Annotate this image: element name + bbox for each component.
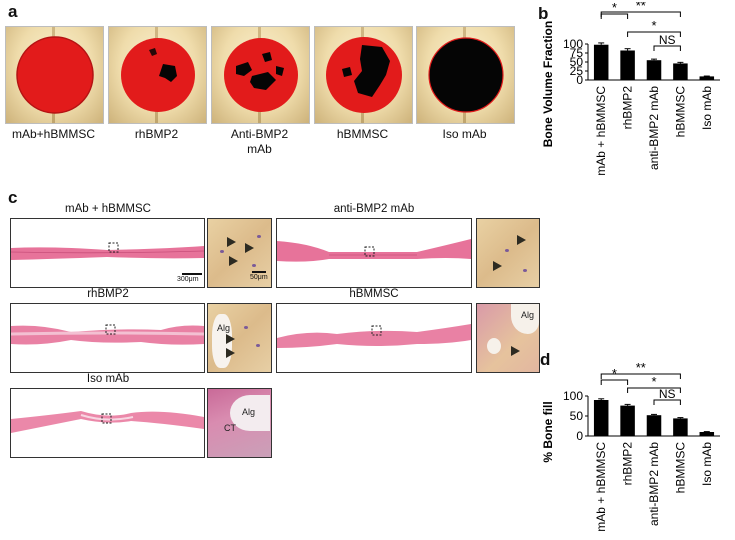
- label-anti-bmp2-mab: Anti-BMP2 mAb: [230, 127, 289, 156]
- x-tick-label: Iso mAb: [700, 86, 714, 130]
- significance-bracket: [600, 11, 681, 17]
- x-tick-label: anti-BMP2 mAb: [647, 442, 661, 526]
- microct-image-mab-hbmmsc: [5, 26, 104, 124]
- arrow-icon: [226, 334, 235, 344]
- x-tick-label: hBMMSC: [673, 86, 687, 138]
- bar: [646, 415, 662, 436]
- histology-inset-anti-bmp2-mab: [476, 218, 540, 288]
- defect-hbmmsc: [325, 37, 402, 113]
- significance-label: NS: [659, 33, 676, 47]
- scale-bar-inset-label: 50μm: [250, 274, 268, 281]
- bar: [699, 76, 715, 80]
- y-tick-label: 25: [570, 64, 584, 78]
- y-tick-label: 100: [563, 389, 583, 403]
- y-tick-label: 0: [576, 429, 583, 443]
- significance-label: **: [636, 2, 646, 13]
- bar: [593, 400, 609, 436]
- bar: [699, 432, 715, 436]
- c-title-iso-mab: Iso mAb: [86, 373, 130, 385]
- x-tick-label: rhBMP2: [621, 442, 635, 486]
- significance-bracket: [600, 379, 629, 385]
- panel-letter-c: c: [8, 188, 18, 207]
- label-iso-mab: Iso mAb: [442, 127, 487, 141]
- defect-rhbmp2: [120, 38, 195, 112]
- alg-label-rhbmp2: Alg: [217, 323, 231, 333]
- histology-inset-mab-hbmmsc: 50μm: [207, 218, 272, 288]
- significance-label: **: [636, 360, 646, 375]
- significance-bracket: [653, 45, 681, 51]
- x-tick-label: mAb + hBMMSC: [594, 86, 608, 176]
- y-axis-label: Bone Volume Fraction: [541, 21, 555, 147]
- x-tick-label: mAb + hBMMSC: [594, 442, 608, 532]
- arrow-icon: [226, 348, 235, 358]
- defect-anti-bmp2-mab: [223, 38, 298, 112]
- bar: [620, 50, 635, 80]
- histology-inset-hbmmsc: Alg: [476, 303, 540, 373]
- significance-label: NS: [659, 387, 676, 401]
- y-axis-label: % Bone fill: [541, 401, 555, 462]
- significance-bracket: [627, 387, 681, 393]
- significance-label: *: [651, 374, 656, 389]
- arrow-icon: [511, 346, 520, 356]
- c-title-mab-hbmmsc: mAb + hBMMSC: [65, 203, 151, 215]
- histology-section-hbmmsc: [276, 303, 472, 373]
- c-title-rhbmp2: rhBMP2: [87, 288, 129, 300]
- histology-inset-rhbmp2: Alg: [207, 303, 272, 373]
- panel-letter-a: a: [8, 2, 18, 21]
- bar: [646, 60, 662, 80]
- y-tick-label: 50: [570, 409, 584, 423]
- arrow-icon: [493, 261, 502, 271]
- significance-bracket: [653, 399, 681, 405]
- microct-image-hbmmsc: [314, 26, 413, 124]
- histology-inset-iso-mab: Alg CT: [207, 388, 272, 458]
- microct-image-rhbmp2: [108, 26, 207, 124]
- x-tick-label: Iso mAb: [700, 442, 714, 486]
- microct-image-iso-mab: [416, 26, 515, 124]
- alg-label-iso-mab: Alg: [242, 407, 256, 417]
- panel-letter-b: b: [538, 4, 549, 23]
- defect-mab-hbmmsc: [15, 36, 94, 114]
- alg-label-hbmmsc: Alg: [521, 310, 535, 320]
- significance-label: *: [651, 18, 656, 33]
- scale-bar-main-label: 300μm: [177, 276, 199, 283]
- bar: [673, 418, 688, 436]
- bar: [673, 63, 688, 80]
- y-tick-label: 0: [576, 73, 583, 87]
- x-tick-label: anti-BMP2 mAb: [647, 86, 661, 170]
- histology-section-mab-hbmmsc: 300μm: [10, 218, 205, 288]
- y-tick-label: 75: [570, 46, 584, 60]
- histology-section-rhbmp2: [10, 303, 205, 373]
- significance-bracket: [600, 373, 681, 379]
- x-tick-label: hBMMSC: [673, 442, 687, 494]
- x-tick-label: rhBMP2: [621, 86, 635, 130]
- ct-label-iso-mab: CT: [224, 423, 236, 433]
- y-tick-label: 50: [570, 55, 584, 69]
- c-title-hbmmsc: hBMMSC: [349, 288, 399, 300]
- arrow-icon: [517, 235, 526, 245]
- bar: [620, 405, 635, 436]
- y-tick-label: 100: [563, 37, 583, 51]
- histology-section-iso-mab: [10, 388, 205, 458]
- significance-label: *: [612, 2, 617, 15]
- significance-bracket: [627, 31, 681, 37]
- c-title-anti-bmp2-mab: anti-BMP2 mAb: [333, 203, 415, 215]
- label-rhbmp2: rhBMP2: [134, 127, 179, 141]
- arrow-icon: [227, 237, 236, 247]
- chart-d: % Bone fill 0 50 100 mAb + hBMMSC rhBMP2 anti-…: [541, 360, 720, 532]
- microct-image-anti-bmp2-mab: [211, 26, 310, 124]
- histology-section-anti-bmp2-mab: [276, 218, 472, 288]
- panel-letter-d: d: [540, 350, 551, 369]
- defect-iso-mab: [427, 37, 504, 113]
- bar: [593, 44, 609, 80]
- arrow-icon: [245, 243, 254, 253]
- arrow-icon: [229, 256, 238, 266]
- label-hbmmsc: hBMMSC: [336, 127, 389, 141]
- label-mab-hbmmsc: mAb+hBMMSC: [11, 127, 96, 141]
